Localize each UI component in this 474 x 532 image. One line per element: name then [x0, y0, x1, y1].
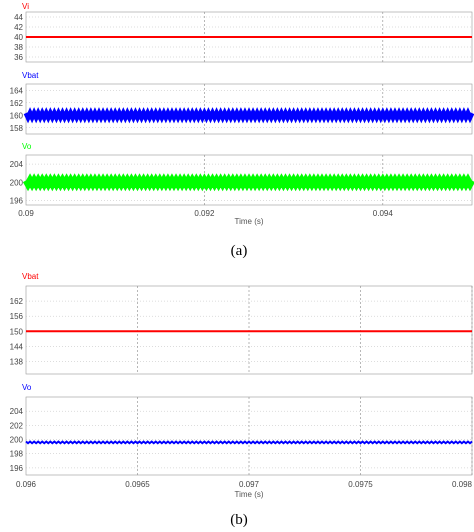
y-tick-label: 42	[14, 23, 23, 32]
y-tick-label: 38	[14, 43, 23, 52]
y-tick-label: 162	[10, 297, 24, 306]
series-line	[22, 173, 474, 192]
x-axis-label: Time (s)	[234, 217, 263, 226]
y-tick-label: 144	[10, 342, 24, 351]
x-tick-label: 0.0965	[125, 480, 150, 489]
series-label: Vo	[22, 142, 32, 151]
y-tick-label: 200	[10, 178, 24, 187]
x-tick-label: 0.098	[452, 480, 473, 489]
series-label: Vi	[22, 2, 29, 11]
y-tick-label: 204	[10, 160, 24, 169]
x-tick-label: 0.096	[16, 480, 37, 489]
y-tick-label: 160	[10, 111, 24, 120]
figure-caption: (b)	[230, 512, 248, 528]
x-axis-label: Time (s)	[234, 490, 263, 499]
y-tick-label: 198	[10, 450, 24, 459]
y-tick-label: 156	[10, 312, 24, 321]
panel-frame	[25, 154, 473, 206]
series-label: Vbat	[22, 272, 39, 281]
x-tick-label: 0.0975	[348, 480, 373, 489]
y-tick-label: 196	[10, 464, 24, 473]
x-tick-label: 0.094	[373, 209, 394, 218]
panel-frame	[25, 83, 473, 135]
y-tick-label: 158	[10, 124, 24, 133]
y-tick-label: 36	[14, 53, 23, 62]
y-tick-label: 162	[10, 99, 24, 108]
series-label: Vo	[22, 383, 32, 392]
series-label: Vbat	[22, 71, 39, 80]
y-tick-label: 44	[14, 13, 23, 22]
y-tick-label: 40	[14, 33, 23, 42]
y-tick-label: 138	[10, 357, 24, 366]
y-tick-label: 196	[10, 196, 24, 205]
y-tick-label: 164	[10, 86, 24, 95]
series-line	[23, 107, 474, 124]
panel-frame	[25, 396, 473, 476]
x-tick-label: 0.097	[239, 480, 260, 489]
y-tick-label: 204	[10, 407, 24, 416]
y-tick-label: 200	[10, 436, 24, 445]
x-tick-label: 0.09	[18, 209, 34, 218]
y-tick-label: 202	[10, 421, 24, 430]
x-tick-label: 0.092	[194, 209, 215, 218]
y-tick-label: 150	[10, 327, 24, 336]
figure-caption: (a)	[231, 243, 248, 259]
series-line	[25, 440, 473, 445]
